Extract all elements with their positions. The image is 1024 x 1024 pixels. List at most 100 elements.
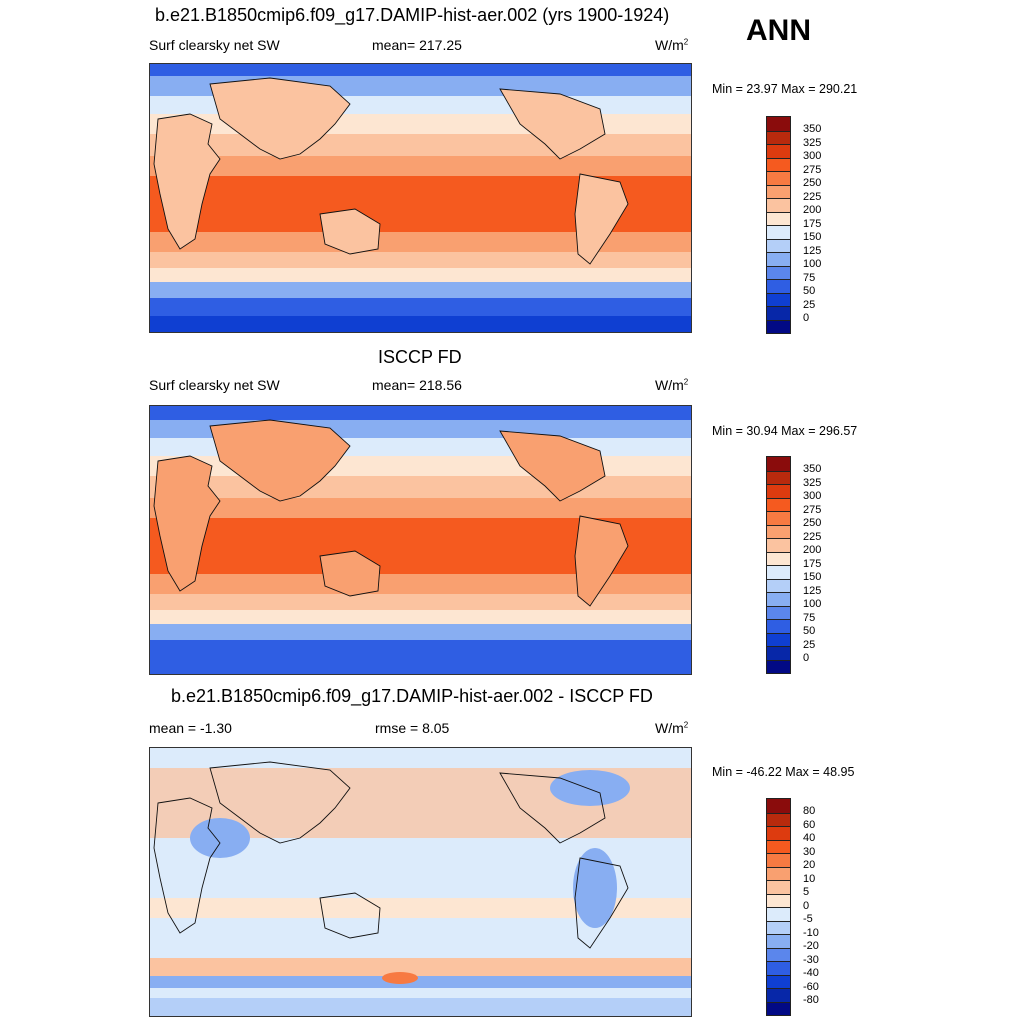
colorbar-swatch — [767, 907, 790, 921]
colorbar-tick-label: 75 — [803, 611, 816, 624]
colorbar-swatch — [767, 974, 790, 988]
colorbar-tick-label: 50 — [803, 625, 816, 637]
colorbar-swatch — [767, 524, 790, 538]
band — [150, 958, 691, 976]
colorbar-tick-label: 60 — [803, 818, 816, 831]
panel3-colorbar — [766, 798, 791, 1016]
band — [150, 624, 691, 640]
colorbar-swatch — [767, 171, 790, 185]
band — [150, 640, 691, 674]
colorbar-swatch — [767, 826, 790, 840]
colorbar-tick-label: 80 — [803, 805, 816, 817]
colorbar-tick-label: 175 — [803, 217, 822, 230]
panel2-minmax: Min = 30.94 Max = 296.57 — [712, 424, 858, 438]
colorbar-swatch — [767, 211, 790, 225]
band — [150, 574, 691, 594]
colorbar-tick-label: 275 — [803, 163, 822, 176]
australia-outline — [319, 550, 381, 597]
colorbar-tick-label: 325 — [803, 476, 822, 489]
colorbar-tick-label: -80 — [803, 994, 819, 1006]
colorbar-swatch — [767, 934, 790, 948]
band — [150, 282, 691, 298]
colorbar-swatch — [767, 484, 790, 498]
colorbar-tick-label: 325 — [803, 136, 822, 149]
colorbar-tick-label: 0 — [803, 312, 810, 324]
colorbar-swatch — [767, 198, 790, 212]
africa-outline — [153, 455, 221, 592]
south-america-outline — [574, 173, 629, 265]
colorbar-tick-label: 300 — [803, 490, 822, 502]
panel2-title: ISCCP FD — [378, 347, 462, 367]
africa-outline — [153, 113, 221, 250]
band — [150, 252, 691, 268]
colorbar-tick-label: 275 — [803, 503, 822, 516]
colorbar-swatch — [767, 853, 790, 867]
colorbar-swatch — [767, 866, 790, 880]
eurasia-outline — [209, 77, 351, 160]
colorbar-tick-label: 200 — [803, 204, 822, 216]
panel3-units: W/m2 — [655, 720, 689, 736]
colorbar-tick-label: 30 — [803, 845, 816, 858]
colorbar-swatch — [767, 279, 790, 293]
panel2-colorbar — [766, 456, 791, 674]
colorbar-tick-label: 125 — [803, 584, 822, 597]
colorbar-swatch — [767, 252, 790, 266]
colorbar-tick-label: 50 — [803, 285, 816, 297]
continents — [153, 77, 629, 265]
colorbar-tick-label: 175 — [803, 557, 822, 570]
colorbar-tick-label: 0 — [803, 899, 810, 912]
panel1-colorbar — [766, 116, 791, 334]
band — [150, 976, 691, 988]
panel1-minmax: Min = 23.97 Max = 290.21 — [712, 82, 858, 96]
colorbar-swatch — [767, 961, 790, 975]
colorbar-tick-label: 25 — [803, 298, 816, 311]
continents — [153, 419, 629, 607]
colorbar-swatch — [767, 920, 790, 934]
colorbar-swatch — [767, 988, 790, 1002]
eurasia-outline — [209, 761, 351, 844]
panel3-rmse: rmse = 8.05 — [375, 720, 450, 736]
band — [150, 232, 691, 252]
continents — [153, 761, 629, 949]
colorbar-tick-label: 20 — [803, 859, 816, 871]
panel1-mean: mean= 217.25 — [372, 37, 462, 53]
colorbar-swatch — [767, 144, 790, 158]
colorbar-swatch — [767, 497, 790, 511]
australia-outline — [319, 892, 381, 939]
colorbar-swatch — [767, 457, 790, 471]
band — [150, 406, 691, 420]
colorbar-swatch — [767, 947, 790, 961]
colorbar-tick-label: 350 — [803, 123, 822, 135]
colorbar-swatch — [767, 632, 790, 646]
panel3-minmax: Min = -46.22 Max = 48.95 — [712, 765, 855, 779]
colorbar-tick-label: 225 — [803, 530, 822, 543]
panel3-map-svg — [150, 748, 691, 1016]
panel1-variable: Surf clearsky net SW — [149, 37, 280, 53]
eurasia-outline — [209, 419, 351, 502]
colorbar-swatch — [767, 880, 790, 894]
colorbar-swatch — [767, 319, 790, 333]
colorbar-swatch — [767, 470, 790, 484]
band — [150, 898, 691, 918]
anomaly-blob — [382, 972, 418, 984]
colorbar-swatch — [767, 238, 790, 252]
panel1-map — [149, 63, 692, 333]
anomaly-blob — [573, 848, 617, 928]
south-america-outline — [574, 515, 629, 607]
band — [150, 268, 691, 282]
colorbar-tick-label: 200 — [803, 544, 822, 556]
colorbar-tick-label: -10 — [803, 926, 819, 939]
colorbar-swatch — [767, 265, 790, 279]
panel1-title: b.e21.B1850cmip6.f09_g17.DAMIP-hist-aer.… — [155, 5, 670, 25]
colorbar-swatch — [767, 893, 790, 907]
colorbar-tick-label: 150 — [803, 231, 822, 243]
colorbar-tick-label: -40 — [803, 967, 819, 979]
band — [150, 594, 691, 610]
colorbar-swatch — [767, 578, 790, 592]
colorbar-tick-label: 300 — [803, 150, 822, 162]
band — [150, 476, 691, 498]
colorbar-swatch — [767, 538, 790, 552]
colorbar-swatch — [767, 812, 790, 826]
season-label: ANN — [746, 14, 811, 47]
band — [150, 64, 691, 76]
